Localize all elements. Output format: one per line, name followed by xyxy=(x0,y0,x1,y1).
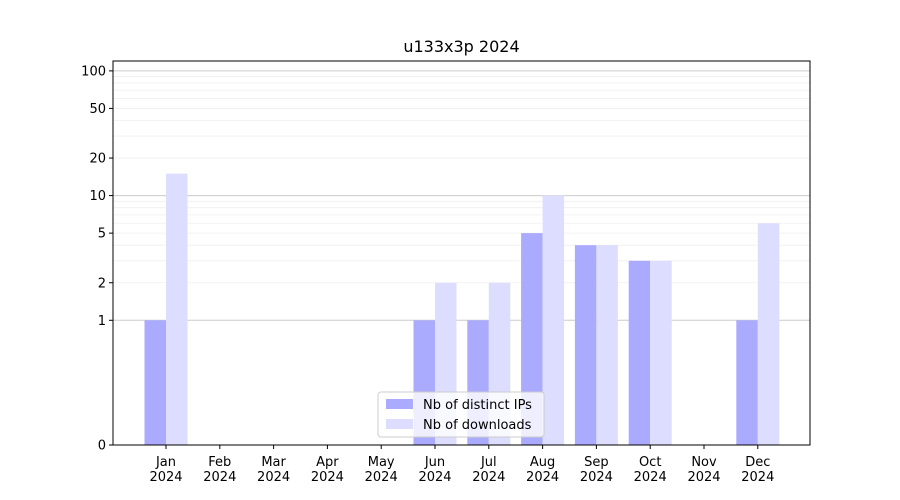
y-tick-label: 100 xyxy=(81,64,106,79)
plot-frame xyxy=(112,60,811,446)
y-tick-label: 2 xyxy=(98,276,106,291)
y-tick-label: 50 xyxy=(89,102,106,117)
legend: Nb of distinct IPs Nb of downloads xyxy=(377,391,545,438)
x-tick-label: Aug 2024 xyxy=(526,455,559,485)
y-tick-label: 10 xyxy=(89,189,106,204)
y-tick-label: 5 xyxy=(98,227,106,242)
legend-label: Nb of distinct IPs xyxy=(423,398,532,413)
x-axis: Jan 2024 Feb 2024 Mar 2024 Apr 2024 May 2024 Jun 20… xyxy=(149,445,774,485)
x-tick-label: Feb 2024 xyxy=(203,455,236,485)
x-tick-label: Dec 2024 xyxy=(741,455,774,485)
x-tick-label: Oct 2024 xyxy=(634,455,667,485)
x-tick-label: Jun 2024 xyxy=(418,455,451,485)
x-tick-label: Nov 2024 xyxy=(687,455,720,485)
bar-downloads-sep xyxy=(596,245,618,445)
grid-lines xyxy=(113,70,810,321)
y-tick-label: 1 xyxy=(98,314,106,329)
x-tick-label: Jul 2024 xyxy=(472,455,505,485)
bar-downloads-jan xyxy=(166,173,188,445)
legend-box xyxy=(377,391,545,438)
bar-distinct-ips-dec xyxy=(736,320,758,445)
chart-title: u133x3p 2024 xyxy=(403,37,519,56)
x-tick-label: Apr 2024 xyxy=(311,455,344,485)
legend-swatch xyxy=(386,419,413,429)
bar-distinct-ips-sep xyxy=(574,245,597,445)
bar-distinct-ips-jan xyxy=(144,320,166,445)
y-tick-label: 0 xyxy=(98,439,106,454)
x-tick-label: Sep 2024 xyxy=(580,455,613,485)
bar-downloads-dec xyxy=(757,223,780,445)
legend-label: Nb of downloads xyxy=(423,418,532,433)
bar-distinct-ips-oct xyxy=(628,260,651,445)
x-tick-label: May 2024 xyxy=(365,455,398,485)
x-tick-label: Mar 2024 xyxy=(257,455,290,485)
legend-swatch xyxy=(386,399,413,409)
y-axis: 0 1 2 5 10 20 50 100 xyxy=(81,64,113,454)
bar-downloads-aug xyxy=(542,195,565,445)
bar-downloads-oct xyxy=(650,260,672,445)
x-tick-label: Jan 2024 xyxy=(149,455,182,485)
y-tick-label: 20 xyxy=(89,152,106,167)
